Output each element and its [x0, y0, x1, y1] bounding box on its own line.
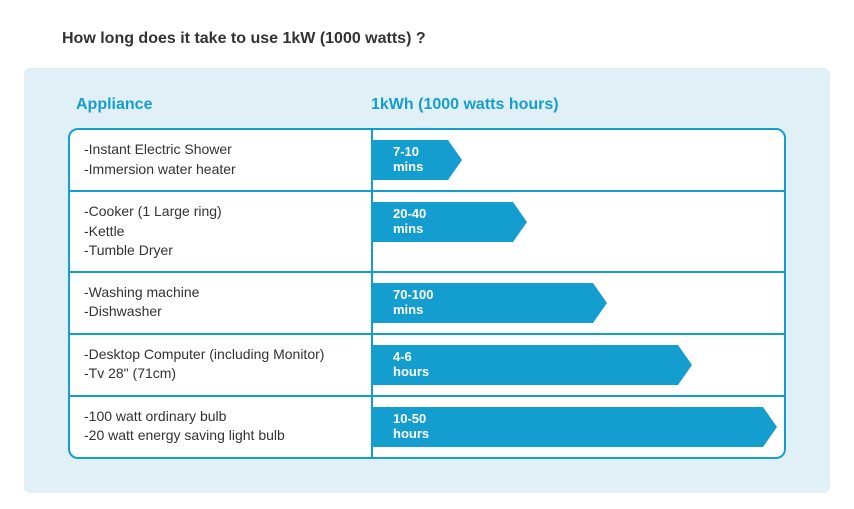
bar-value: 20-40: [393, 207, 513, 222]
bar-wrap: 10-50hours: [373, 407, 784, 447]
bar-unit: hours: [393, 427, 763, 442]
duration-bar: 4-6hours: [373, 345, 678, 385]
bar-cell: 10-50hours: [373, 397, 784, 457]
table-row: -Washing machine-Dishwasher70-100mins: [70, 273, 784, 335]
bar-arrow-icon: [593, 283, 607, 323]
bar-cell: 70-100mins: [373, 273, 784, 333]
appliance-item: -Washing machine: [84, 283, 357, 303]
table-headers: Appliance 1kWh (1000 watts hours): [68, 96, 786, 114]
duration-bar: 7-10mins: [373, 140, 448, 180]
bar-cell: 4-6hours: [373, 335, 784, 395]
duration-bar: 20-40mins: [373, 202, 513, 242]
table-row: -100 watt ordinary bulb-20 watt energy s…: [70, 397, 784, 457]
bar-arrow-icon: [513, 202, 527, 242]
bar-value: 4-6: [393, 350, 678, 365]
duration-bar: 70-100mins: [373, 283, 593, 323]
header-time: 1kWh (1000 watts hours): [371, 96, 559, 114]
appliance-cell: -Instant Electric Shower-Immersion water…: [70, 130, 373, 190]
table-row: -Instant Electric Shower-Immersion water…: [70, 130, 784, 192]
bar-wrap: 20-40mins: [373, 202, 784, 242]
bar-unit: mins: [393, 160, 448, 175]
appliance-table: -Instant Electric Shower-Immersion water…: [68, 128, 786, 459]
appliance-item: -Tumble Dryer: [84, 241, 357, 261]
appliance-item: -Tv 28" (71cm): [84, 364, 357, 384]
appliance-item: -Immersion water heater: [84, 160, 357, 180]
bar-arrow-icon: [763, 407, 777, 447]
appliance-cell: -100 watt ordinary bulb-20 watt energy s…: [70, 397, 373, 457]
chart-panel: Appliance 1kWh (1000 watts hours) -Insta…: [24, 68, 830, 493]
bar-arrow-icon: [448, 140, 462, 180]
appliance-cell: -Cooker (1 Large ring)-Kettle-Tumble Dry…: [70, 192, 373, 271]
header-appliance: Appliance: [68, 96, 371, 114]
appliance-cell: -Washing machine-Dishwasher: [70, 273, 373, 333]
bar-arrow-icon: [678, 345, 692, 385]
bar-cell: 7-10mins: [373, 130, 784, 190]
bar-wrap: 70-100mins: [373, 283, 784, 323]
page-title: How long does it take to use 1kW (1000 w…: [62, 30, 830, 48]
table-row: -Desktop Computer (including Monitor)-Tv…: [70, 335, 784, 397]
duration-bar: 10-50hours: [373, 407, 763, 447]
appliance-item: -Kettle: [84, 222, 357, 242]
bar-value: 7-10: [393, 145, 448, 160]
bar-value: 70-100: [393, 288, 593, 303]
appliance-item: -Cooker (1 Large ring): [84, 202, 357, 222]
appliance-item: -100 watt ordinary bulb: [84, 407, 357, 427]
bar-value: 10-50: [393, 412, 763, 427]
bar-wrap: 7-10mins: [373, 140, 784, 180]
bar-unit: hours: [393, 365, 678, 380]
bar-unit: mins: [393, 222, 513, 237]
appliance-cell: -Desktop Computer (including Monitor)-Tv…: [70, 335, 373, 395]
appliance-item: -Instant Electric Shower: [84, 140, 357, 160]
appliance-item: -Desktop Computer (including Monitor): [84, 345, 357, 365]
appliance-item: -Dishwasher: [84, 302, 357, 322]
bar-unit: mins: [393, 303, 593, 318]
table-row: -Cooker (1 Large ring)-Kettle-Tumble Dry…: [70, 192, 784, 273]
appliance-item: -20 watt energy saving light bulb: [84, 426, 357, 446]
bar-cell: 20-40mins: [373, 192, 784, 271]
bar-wrap: 4-6hours: [373, 345, 784, 385]
